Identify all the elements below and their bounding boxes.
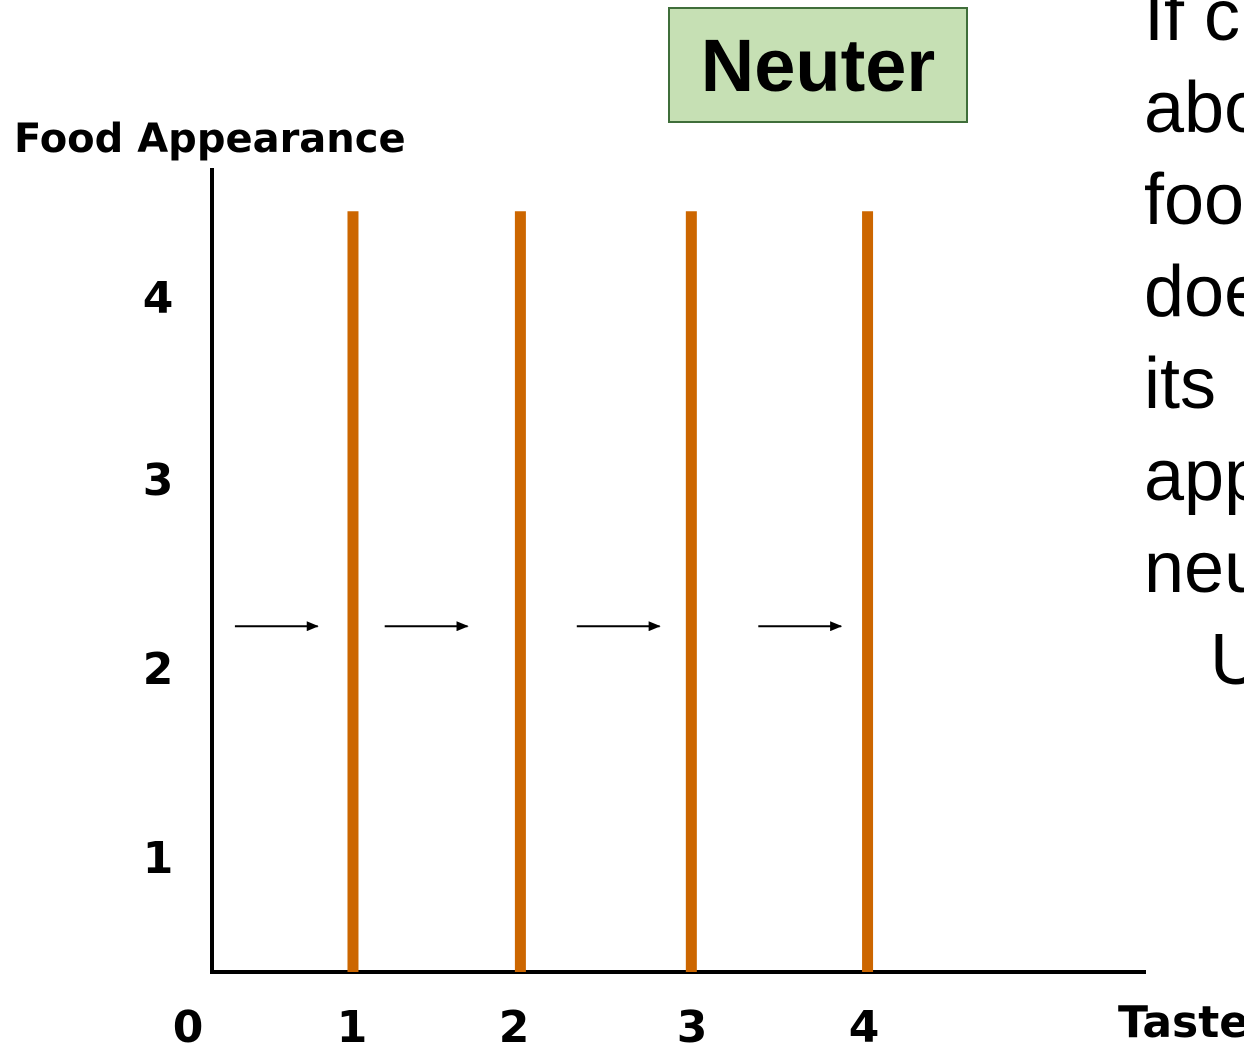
x-axis-label: Taste	[1118, 997, 1244, 1047]
side-text-line: abo	[1144, 68, 1244, 148]
y-axis-label: Food Appearance	[14, 116, 406, 162]
side-text-line: its	[1144, 344, 1216, 424]
side-text-line: app	[1144, 436, 1244, 516]
y-tick-label: 1	[143, 833, 174, 884]
side-text-line: neu	[1144, 528, 1244, 608]
y-tick-label: 2	[143, 644, 174, 695]
side-text: If c abo foo doe its app neu U	[1144, 0, 1244, 690]
x-tick-label: 3	[677, 1002, 708, 1047]
y-tick-label: 3	[143, 455, 174, 506]
y-tick-label: 4	[143, 273, 174, 324]
side-text-line: foo	[1144, 160, 1244, 240]
side-text-line: U	[1210, 620, 1244, 690]
origin-label: 0	[173, 1002, 204, 1047]
neuter-label: Neuter	[700, 23, 936, 107]
neuter-badge: Neuter	[668, 7, 968, 123]
side-text-line: If c	[1144, 0, 1241, 56]
x-tick-label: 1	[337, 1002, 368, 1047]
x-tick-label: 2	[499, 1002, 530, 1047]
side-text-line: doe	[1144, 252, 1244, 332]
x-tick-label: 4	[849, 1002, 880, 1047]
